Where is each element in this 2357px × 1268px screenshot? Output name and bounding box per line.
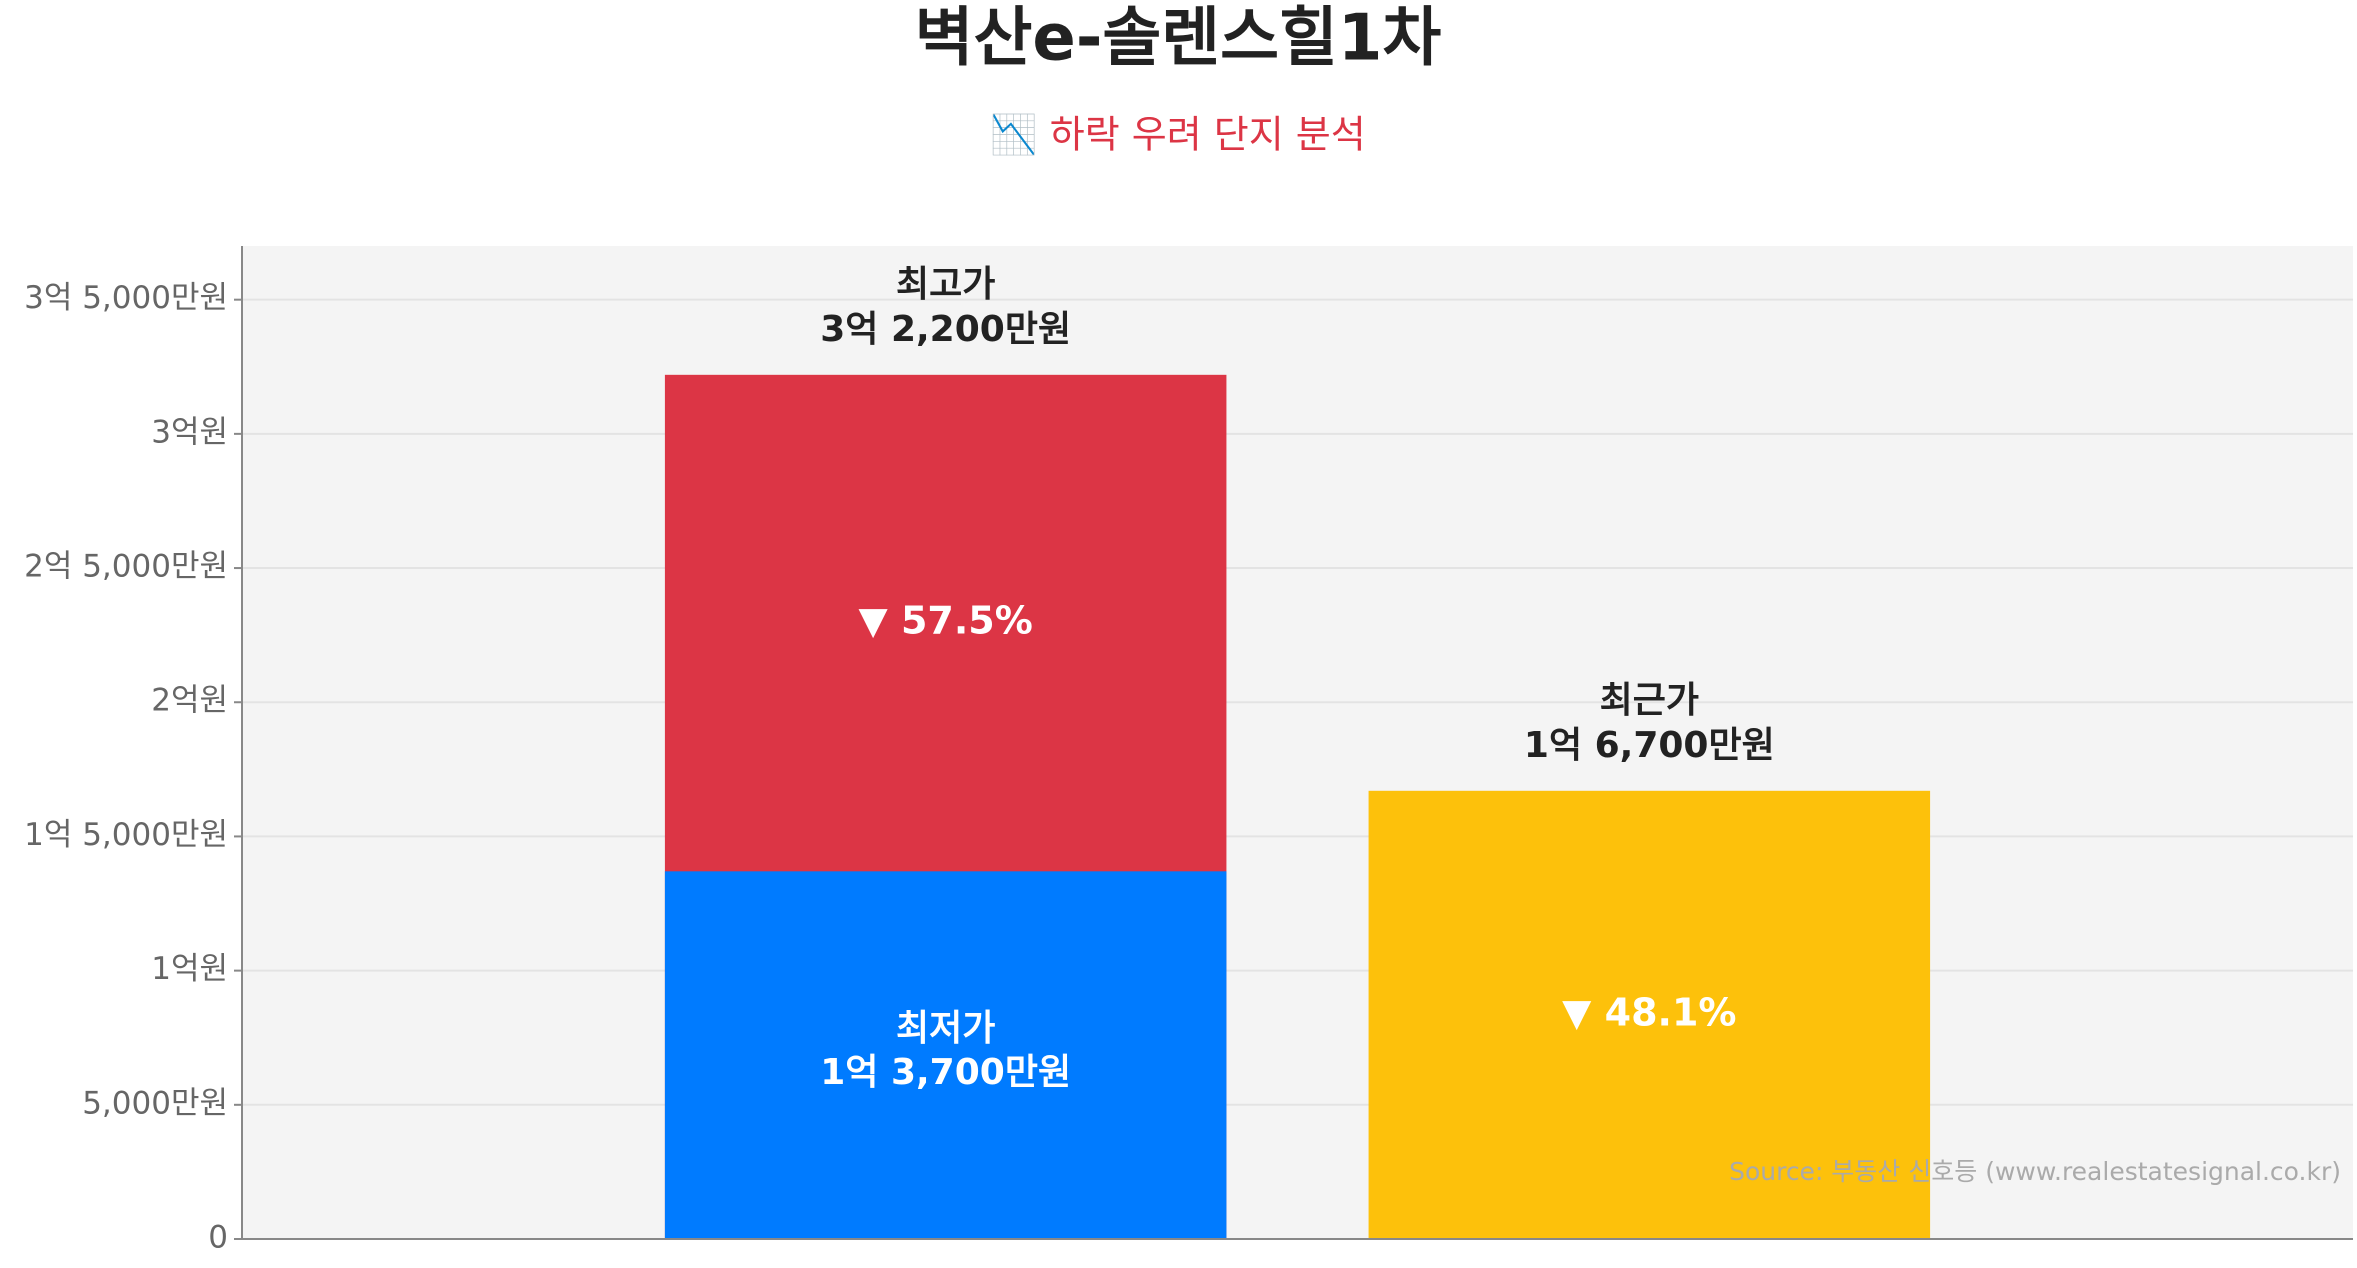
y-tick-label: 0 bbox=[208, 1220, 228, 1256]
bar-name-label: 최근가 bbox=[1600, 680, 1699, 721]
bar-value-label: 1억 6,700만원 bbox=[1524, 725, 1775, 766]
bar-name-label: 최고가 bbox=[896, 264, 995, 305]
chart-title: 벽산e-솔렌스힐1차 bbox=[915, 2, 1442, 76]
bar-value-label: 3억 2,200만원 bbox=[820, 309, 1071, 350]
bar-name-label: 최저가 bbox=[896, 1008, 995, 1049]
y-tick-label: 3억 5,000만원 bbox=[24, 280, 228, 316]
y-tick-label: 5,000만원 bbox=[82, 1085, 228, 1121]
bar-value-label: 1억 3,700만원 bbox=[820, 1052, 1071, 1093]
y-tick-label: 2억 5,000만원 bbox=[24, 549, 228, 585]
y-tick-label: 1억 5,000만원 bbox=[24, 817, 228, 853]
chart-subtitle: 📉 하락 우려 단지 분석 bbox=[990, 113, 1365, 157]
change-annotation: ▼ 57.5% bbox=[859, 599, 1033, 643]
bar bbox=[1368, 790, 1931, 1239]
y-tick-label: 2억원 bbox=[151, 683, 228, 719]
y-tick-label: 3억원 bbox=[151, 414, 228, 450]
bar bbox=[664, 871, 1227, 1239]
change-annotation: ▼ 48.1% bbox=[1562, 990, 1736, 1034]
source-note: Source: 부동산 신호등 (www.realestatesignal.co… bbox=[1729, 1157, 2341, 1186]
y-tick-label: 1억원 bbox=[151, 951, 228, 987]
plot-area bbox=[242, 246, 2353, 1239]
